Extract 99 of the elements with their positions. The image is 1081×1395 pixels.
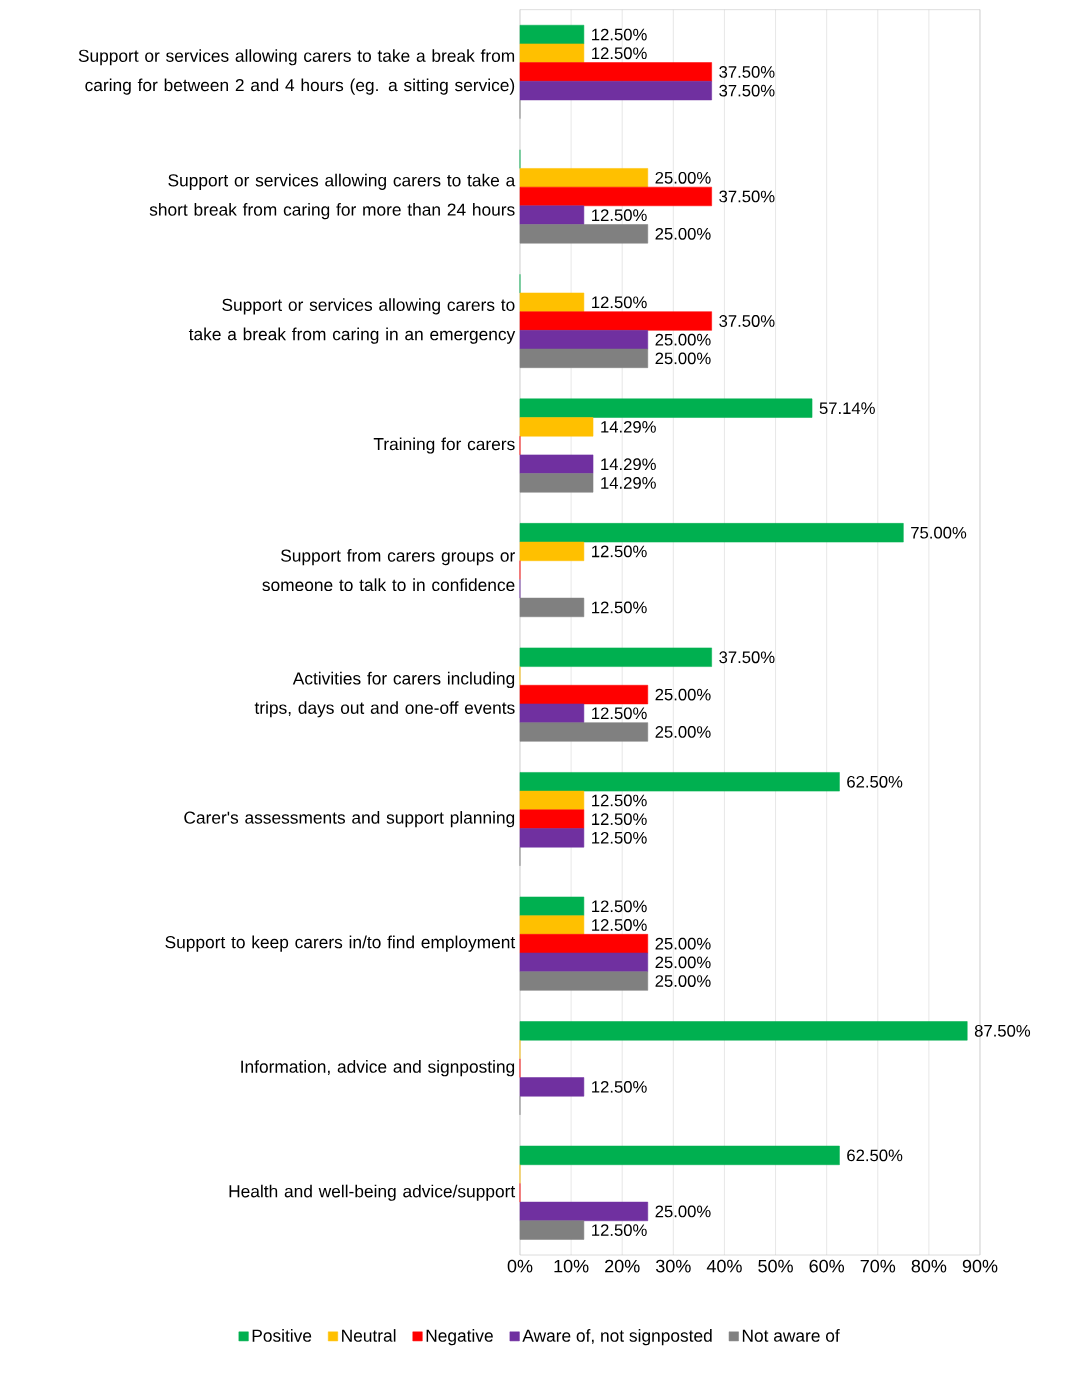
y-tick-label: Information, advice and signposting (241, 1060, 515, 1077)
bar (519, 952, 649, 972)
data-label: 62.50% (847, 775, 903, 788)
data-label: 12.50% (592, 296, 647, 309)
bar (519, 292, 585, 312)
bar (519, 224, 649, 244)
data-label: 37.50% (719, 84, 775, 97)
data-label: 37.50% (719, 315, 775, 327)
bar (519, 809, 585, 829)
bar (519, 915, 585, 935)
y-tick-label: Support or services allowing carers to take a short break from caring for more than 24 hours (149, 173, 516, 220)
x-tick-label: 50% (758, 1259, 793, 1273)
data-label: 37.50% (719, 651, 775, 664)
bar (519, 703, 585, 723)
y-tick-label: Support or services allowing carers to take a break from caring in an emergency (188, 298, 516, 344)
x-tick-label: 60% (809, 1259, 845, 1273)
bar (519, 311, 712, 331)
data-label: 12.50% (592, 209, 647, 222)
bar (519, 348, 649, 368)
data-label: 14.29% (601, 477, 656, 489)
bar (519, 81, 712, 101)
y-tick-label: Training for carers (373, 437, 515, 454)
bar (519, 934, 649, 954)
x-tick-label: 70% (860, 1259, 896, 1273)
data-label: 12.50% (592, 831, 647, 844)
data-label: 25.00% (655, 937, 711, 950)
bar (519, 772, 840, 792)
data-label: 12.50% (592, 794, 647, 807)
bar (519, 330, 649, 350)
bar (519, 1220, 585, 1240)
data-label: 25.00% (655, 352, 711, 365)
legend-label: Negative (426, 1329, 493, 1346)
data-label: 25.00% (655, 726, 711, 738)
x-tick-label: 30% (656, 1259, 691, 1273)
x-tick-label: 90% (962, 1259, 998, 1273)
bar (519, 454, 594, 474)
bar (519, 205, 585, 225)
bar (519, 186, 712, 207)
bar (519, 896, 585, 916)
data-label: 25.00% (655, 1205, 711, 1218)
data-label: 12.50% (592, 601, 647, 614)
legend-label: Positive (252, 1329, 312, 1342)
y-tick-label: Support or services allowing carers to take a break from caring for between 2 and 4 hours (eg. a sitting service) (78, 49, 515, 95)
data-label: 12.50% (592, 1224, 647, 1237)
data-label: 25.00% (655, 227, 711, 240)
data-label: 14.29% (601, 420, 656, 433)
data-label: 25.00% (655, 171, 711, 184)
y-tick-label: Carer's assessments and support planning (184, 811, 515, 828)
data-label: 12.50% (592, 545, 647, 558)
legend-label: Not aware of (742, 1329, 840, 1342)
x-tick-label: 40% (706, 1259, 742, 1273)
data-label: 12.50% (592, 813, 647, 826)
x-tick-label: 10% (554, 1259, 589, 1273)
data-label: 25.00% (655, 975, 711, 987)
bar (519, 168, 649, 188)
x-tick-label: 20% (605, 1259, 640, 1273)
bar (519, 971, 649, 991)
data-label: 12.50% (592, 1081, 647, 1093)
data-label: 37.50% (719, 190, 775, 203)
x-tick-label: 0% (507, 1259, 533, 1273)
bar (519, 43, 585, 63)
data-label: 12.50% (592, 707, 647, 720)
bar (519, 541, 585, 561)
data-label: 57.14% (819, 402, 875, 415)
bar (519, 62, 712, 82)
data-label: 12.50% (592, 47, 647, 60)
data-label: 87.50% (974, 1024, 1031, 1037)
legend-label: Aware of, not signposted (522, 1329, 712, 1346)
data-label: 37.50% (719, 66, 775, 78)
y-tick-label: Support from carers groups or someone to talk to in confidence (262, 549, 515, 592)
data-label: 12.50% (592, 28, 647, 41)
bar (519, 398, 813, 418)
data-label: 75.00% (911, 526, 967, 539)
bar (519, 1077, 585, 1097)
bar (519, 597, 585, 618)
data-label: 25.00% (655, 333, 711, 346)
bar (519, 24, 585, 45)
y-tick-label: Activities for carers including trips, days out and one-off events (254, 671, 515, 718)
bar (519, 473, 594, 493)
data-label: 25.00% (655, 688, 711, 701)
bar (519, 828, 585, 848)
bar (519, 684, 649, 705)
bar (519, 417, 594, 437)
data-label: 12.50% (592, 919, 647, 931)
y-tick-label: Health and well-being advice/support (229, 1184, 516, 1201)
x-tick-label: 80% (911, 1259, 947, 1273)
data-label: 12.50% (592, 900, 647, 913)
bar (519, 647, 712, 667)
data-label: 62.50% (847, 1149, 903, 1162)
data-label: 25.00% (655, 956, 711, 969)
bar (519, 523, 904, 543)
bar (519, 1201, 649, 1222)
legend-label: Neutral (342, 1329, 396, 1342)
bar (519, 1021, 968, 1041)
y-tick-label: Support to keep carers in/to find employment (165, 935, 516, 952)
bar (519, 1145, 840, 1165)
data-label: 14.29% (601, 458, 656, 471)
bar (519, 790, 585, 811)
bar (519, 722, 649, 742)
